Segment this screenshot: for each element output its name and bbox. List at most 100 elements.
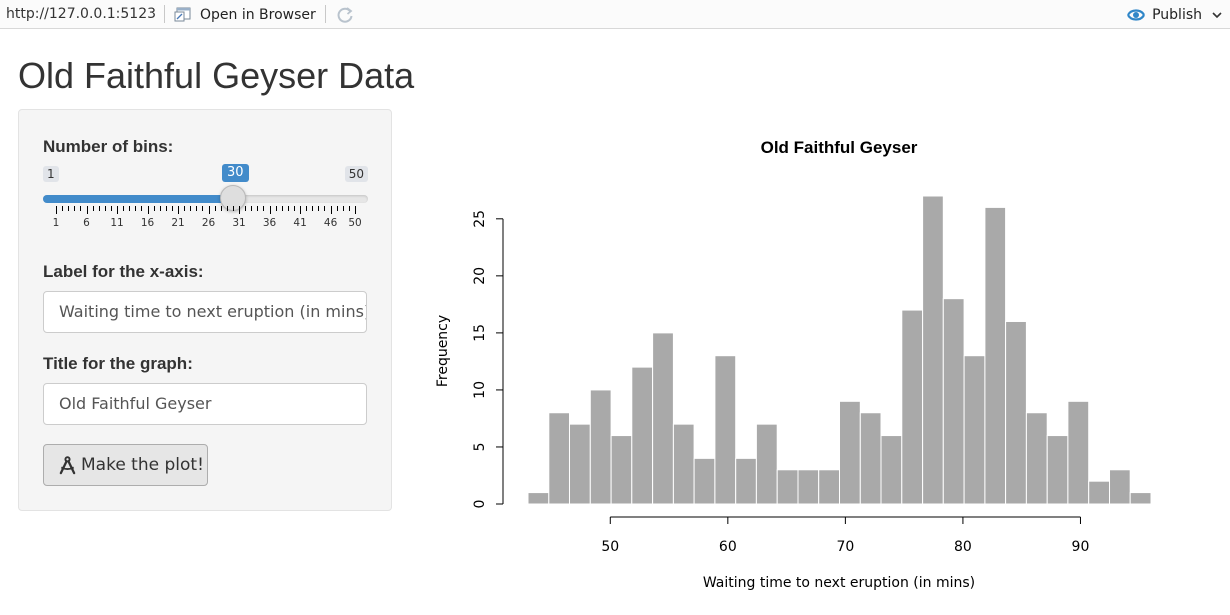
histogram-bar [589, 389, 612, 505]
histogram-bar [818, 469, 841, 505]
slider-tick [300, 206, 302, 214]
x-tick-label: 80 [954, 539, 972, 555]
slider-tick [147, 206, 149, 214]
slider-tick-label: 16 [140, 217, 155, 229]
y-tick-label: 20 [472, 267, 488, 285]
x-axis: 50 60 70 80 90 [601, 516, 1089, 555]
chevron-down-icon[interactable] [1212, 10, 1222, 20]
publish-icon [1127, 9, 1146, 21]
x-tick-label: 60 [719, 539, 737, 555]
slider-tick [68, 206, 70, 211]
histogram-bar [672, 423, 695, 505]
histogram-bar [984, 206, 1007, 505]
slider-tick [336, 206, 338, 211]
slider-tick [312, 206, 314, 211]
x-tick-label: 70 [836, 539, 854, 555]
slider-tick [62, 206, 64, 211]
y-tick-label: 25 [472, 210, 488, 228]
slider-tick [56, 206, 57, 214]
slider-tick [251, 206, 253, 211]
browser-window-icon [174, 7, 191, 22]
histogram-bar [610, 435, 633, 505]
slider-tick [318, 206, 320, 211]
refresh-icon[interactable] [335, 5, 355, 25]
slider-tick-label: 6 [83, 217, 90, 229]
histogram-bar [1046, 435, 1069, 505]
slider-tick [104, 206, 106, 211]
slider-tick [123, 206, 125, 211]
histogram-bar [1088, 480, 1111, 505]
slider-tick [355, 206, 356, 214]
slider-tick [293, 206, 295, 211]
histogram-bar [859, 412, 882, 505]
slider-tick [110, 206, 112, 211]
xaxis-input[interactable]: Waiting time to next eruption (in mins) [43, 291, 367, 333]
slider-tick [287, 206, 289, 211]
slider-tick-label: 1 [52, 217, 60, 229]
slider-tick [98, 206, 100, 211]
y-tick-label: 10 [472, 381, 488, 399]
histogram-bar [922, 195, 944, 505]
slider-tick [165, 206, 167, 211]
histogram-bar [1109, 469, 1131, 505]
slider-tick [275, 206, 277, 211]
histogram-bar [942, 298, 965, 505]
page-title: Old Faithful Geyser Data [18, 55, 415, 96]
publish-button[interactable]: Publish [1126, 5, 1222, 25]
viewer-toolbar: http://127.0.0.1:5123 Open in Browser Pu… [0, 0, 1230, 29]
histogram-bar [776, 469, 799, 505]
slider-tick [196, 206, 198, 211]
slider-tick [129, 206, 131, 211]
slider-tick-label: 11 [110, 217, 124, 229]
slider-tick-label: 46 [323, 217, 338, 229]
histogram-plot: Old Faithful Geyser Frequency Waiting ti… [435, 138, 1152, 591]
slider-tick [324, 206, 326, 211]
open-in-browser-label: Open in Browser [200, 7, 316, 23]
compass-drafting-icon [59, 455, 76, 474]
histogram-bar [1005, 320, 1027, 505]
slider-tick [348, 206, 350, 211]
slider-tick [190, 206, 192, 211]
slider-ticks: 1 6 11 16 21 26 31 36 41 46 50 [43, 206, 368, 236]
sidebar-panel: Number of bins: 1 50 30 1 6 11 16 21 26 31 36 41… [18, 109, 392, 511]
open-in-browser-button[interactable]: Open in Browser [174, 5, 316, 25]
slider-tick-label: 26 [201, 217, 216, 229]
title-input[interactable]: Old Faithful Geyser [43, 383, 367, 425]
slider-tick [202, 206, 204, 211]
slider-tick-label: 41 [293, 217, 307, 229]
histogram-bar [755, 423, 778, 505]
slider-max-tag: 50 [344, 166, 368, 182]
slider-tick-label: 21 [171, 217, 185, 229]
histogram-bar [693, 457, 716, 505]
slider-tick [263, 206, 265, 211]
slider-tick-label: 50 [348, 217, 362, 229]
histogram-bar [963, 355, 986, 505]
slider-value-tag: 30 [221, 164, 249, 182]
url-text: http://127.0.0.1:5123 [6, 6, 157, 22]
histogram-bar [797, 469, 820, 505]
histogram-bar [880, 435, 903, 505]
title-label: Title for the graph: [43, 354, 193, 373]
histogram-bar [652, 332, 674, 505]
make-plot-label: Make the plot! [81, 455, 204, 475]
histogram-bar [527, 492, 550, 505]
slider-min-tag: 1 [43, 166, 59, 182]
slider-tick [342, 206, 344, 211]
slider-tick [226, 206, 228, 211]
slider-tick [153, 206, 155, 211]
slider-tick [245, 206, 247, 211]
x-axis-label: Waiting time to next eruption (in mins) [703, 575, 975, 591]
slider-tick [306, 206, 308, 211]
histogram-bar [568, 423, 591, 505]
slider-tick [220, 206, 222, 211]
slider-tick [184, 206, 186, 211]
slider-track[interactable] [43, 195, 368, 203]
slider-tick [214, 206, 216, 211]
y-tick-label: 0 [472, 500, 488, 509]
make-plot-button[interactable]: Make the plot! [43, 444, 208, 486]
histogram-bar [631, 366, 654, 505]
slider-tick [159, 206, 161, 211]
slider-tick [208, 206, 210, 214]
bins-slider[interactable]: 1 50 30 1 6 11 16 21 26 31 36 41 46 50 [43, 164, 368, 234]
y-tick-label: 15 [472, 324, 488, 342]
